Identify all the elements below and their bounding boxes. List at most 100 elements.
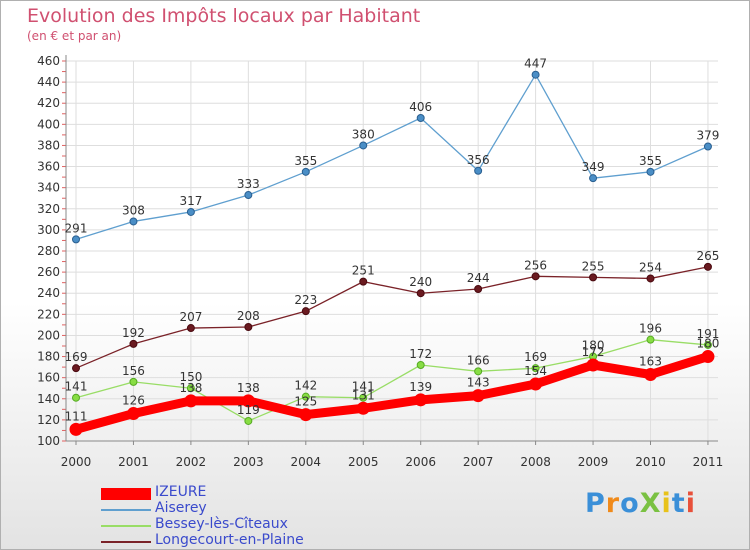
y-tick-label: 240 bbox=[37, 286, 60, 300]
x-tick-label: 2000 bbox=[61, 455, 92, 469]
data-point bbox=[416, 361, 425, 369]
data-point bbox=[416, 114, 425, 122]
y-tick-label: 200 bbox=[37, 328, 60, 342]
data-label: 169 bbox=[524, 350, 547, 364]
data-point bbox=[186, 207, 195, 216]
x-tick-label: 2002 bbox=[176, 455, 207, 469]
data-point bbox=[129, 217, 138, 226]
data-point bbox=[646, 274, 655, 283]
data-point bbox=[416, 289, 425, 298]
x-tick-label: 2004 bbox=[291, 455, 322, 469]
data-point bbox=[646, 167, 655, 176]
series-line bbox=[75, 266, 709, 369]
data-label: 447 bbox=[524, 57, 547, 71]
y-tick-label: 280 bbox=[37, 244, 60, 258]
data-label: 208 bbox=[237, 309, 260, 323]
data-point bbox=[241, 394, 255, 408]
data-point bbox=[301, 392, 310, 401]
series-line bbox=[74, 352, 710, 434]
data-point bbox=[531, 272, 540, 281]
data-label: 223 bbox=[294, 293, 317, 307]
data-label: 138 bbox=[179, 381, 202, 395]
x-tick-label: 2008 bbox=[520, 455, 551, 469]
data-point bbox=[414, 393, 428, 407]
y-tick-label: 340 bbox=[37, 181, 60, 195]
data-label: 125 bbox=[294, 395, 317, 409]
data-label: 156 bbox=[122, 364, 145, 378]
data-label: 255 bbox=[582, 259, 605, 273]
data-label: 196 bbox=[639, 322, 662, 336]
data-point bbox=[72, 393, 80, 402]
data-label: 317 bbox=[179, 194, 202, 208]
chart-title: Evolution des Impôts locaux par Habitant bbox=[27, 5, 421, 27]
y-tick-label: 260 bbox=[37, 265, 60, 279]
x-tick-label: 2005 bbox=[348, 455, 379, 469]
data-label: 180 bbox=[696, 337, 719, 351]
y-tick-label: 140 bbox=[37, 392, 60, 406]
y-tick-label: 400 bbox=[37, 117, 60, 131]
series-points bbox=[69, 70, 715, 436]
y-tick-label: 360 bbox=[37, 160, 60, 174]
y-tick-label: 120 bbox=[37, 413, 60, 427]
data-label: 349 bbox=[582, 160, 605, 174]
data-label: 141 bbox=[65, 380, 88, 394]
data-point bbox=[184, 394, 198, 408]
grid bbox=[66, 60, 718, 442]
data-point bbox=[703, 340, 712, 349]
data-point bbox=[244, 416, 253, 425]
legend-swatch bbox=[101, 525, 151, 527]
data-label: 406 bbox=[409, 100, 432, 114]
data-label: 126 bbox=[122, 394, 145, 408]
data-label: 142 bbox=[294, 379, 317, 393]
y-tick-label: 380 bbox=[37, 138, 60, 152]
data-point bbox=[586, 358, 600, 372]
data-point bbox=[646, 335, 655, 344]
data-point bbox=[72, 235, 80, 244]
data-point bbox=[529, 377, 543, 391]
series-line bbox=[75, 74, 709, 241]
data-label: 355 bbox=[294, 154, 317, 168]
y-tick-label: 320 bbox=[37, 202, 60, 216]
data-point bbox=[474, 166, 483, 175]
data-point bbox=[244, 191, 253, 200]
data-point bbox=[474, 367, 483, 376]
data-label: 111 bbox=[65, 409, 88, 423]
data-point bbox=[126, 407, 140, 421]
data-label: 379 bbox=[696, 129, 719, 143]
data-point bbox=[129, 339, 138, 348]
data-point bbox=[72, 364, 80, 373]
data-point bbox=[531, 70, 540, 79]
line-chart: 100 120 140 160 180 200 220 240 260 280 300 320 340 3… bbox=[37, 54, 723, 469]
data-point bbox=[644, 368, 657, 381]
data-point bbox=[471, 389, 485, 403]
y-tick-label: 440 bbox=[37, 75, 60, 89]
x-tick-label: 2009 bbox=[578, 455, 609, 469]
data-point bbox=[474, 285, 483, 293]
data-label: 172 bbox=[582, 345, 605, 359]
data-point bbox=[531, 364, 540, 373]
data-point bbox=[69, 422, 83, 436]
data-label: 180 bbox=[582, 339, 605, 353]
y-tick-label: 100 bbox=[37, 434, 60, 448]
data-label: 265 bbox=[696, 249, 719, 263]
data-label: 254 bbox=[639, 260, 662, 274]
axes: 100 120 140 160 180 200 220 240 260 280 300 320 340 3… bbox=[37, 54, 723, 469]
y-tick-label: 180 bbox=[37, 350, 60, 364]
data-label: 191 bbox=[696, 327, 719, 341]
series-lines bbox=[74, 74, 710, 434]
x-tick-label: 2011 bbox=[693, 455, 724, 469]
data-label: 256 bbox=[524, 258, 547, 272]
data-label: 138 bbox=[237, 381, 260, 395]
data-label: 355 bbox=[639, 154, 662, 168]
data-label: 169 bbox=[65, 350, 88, 364]
legend-swatch bbox=[101, 541, 151, 543]
data-point bbox=[359, 393, 368, 402]
data-point bbox=[186, 324, 195, 333]
y-tick-label: 160 bbox=[37, 371, 60, 385]
legend-label: Aiserey bbox=[155, 500, 207, 516]
data-label: 163 bbox=[639, 355, 662, 369]
data-point bbox=[129, 377, 138, 386]
legend-label: Bessey-lès-Cîteaux bbox=[155, 516, 288, 532]
data-label: 207 bbox=[179, 310, 202, 324]
